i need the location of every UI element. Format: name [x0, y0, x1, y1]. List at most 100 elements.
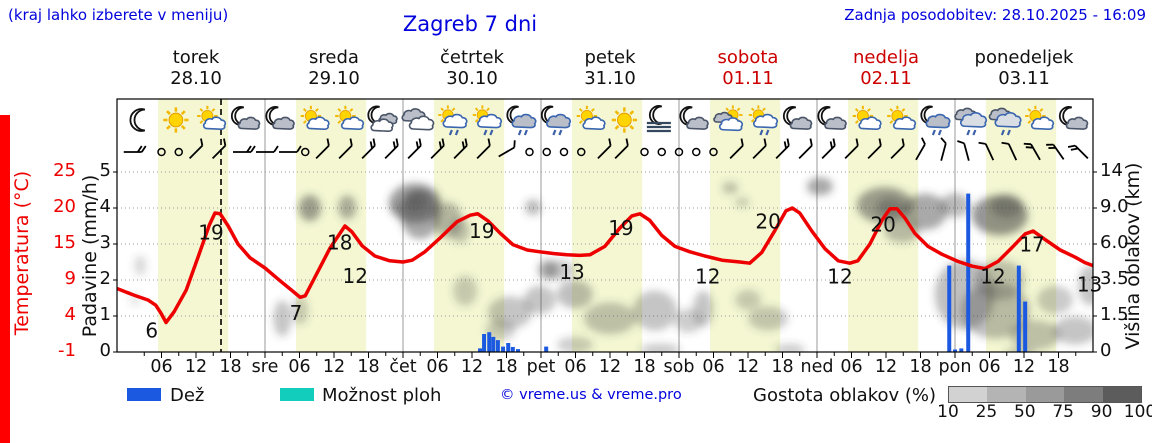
cloud-blob	[1037, 285, 1074, 314]
precip-tick-3: 3	[99, 232, 111, 253]
rain-bar	[1023, 301, 1028, 352]
day-date: 01.11	[722, 68, 774, 89]
weather-icon-moon-cloud	[1058, 106, 1089, 130]
weather-icon-moon-cloud	[230, 106, 261, 130]
cloud-blob	[556, 280, 593, 309]
rain-bars	[478, 193, 1028, 352]
hour-label: 12	[736, 357, 760, 377]
rain-bar	[478, 348, 483, 352]
day-date: 03.11	[998, 68, 1050, 89]
wind-barb	[542, 147, 551, 157]
wind-barb	[775, 138, 790, 160]
wind-barb	[692, 147, 701, 157]
precip-tick-1: 1	[99, 304, 111, 325]
weather-icon-sun	[611, 107, 637, 133]
day-header-sreda: sreda 29.10	[265, 47, 403, 89]
temperature-label: 12	[980, 264, 1005, 288]
density-segment	[949, 387, 988, 402]
wind-barb	[233, 145, 256, 153]
cloud-blob	[584, 302, 636, 335]
hour-label: 12	[598, 357, 622, 377]
temperature-label: 6	[145, 318, 158, 342]
day-date: 30.10	[446, 68, 498, 89]
hour-label: 06	[288, 357, 311, 377]
hour-label: 18	[633, 357, 656, 377]
day-name: sobota	[717, 47, 779, 68]
day-name: sreda	[309, 47, 359, 68]
day-name: petek	[584, 47, 636, 68]
wind-barb	[361, 138, 376, 160]
wind-barb	[890, 138, 905, 160]
wind-barb	[525, 147, 534, 157]
weather-icon-moon-cloud	[679, 106, 709, 130]
copyright-link[interactable]: © vreme.us & vreme.pro	[500, 387, 682, 403]
cloud-height-tick-0: 0	[1100, 340, 1112, 361]
wind-barb	[498, 140, 516, 158]
wind-barb	[188, 138, 204, 160]
showers-legend-swatch	[280, 388, 314, 401]
cloud-blob	[903, 193, 948, 230]
hour-label: 06	[426, 357, 449, 377]
density-tick-75: 75	[1052, 402, 1074, 422]
wind-barb	[577, 147, 586, 157]
wind-barb	[1046, 143, 1065, 160]
left-red-stripe	[0, 115, 10, 443]
wind-barb	[957, 140, 970, 161]
last-update-label: Zadnja posodobitev: 28.10.2025 - 16:09	[844, 6, 1146, 24]
hour-label: 06	[840, 357, 863, 377]
cloud-blob	[524, 199, 541, 216]
density-segment	[1025, 387, 1065, 402]
temperature-label: 19	[608, 216, 633, 240]
showers-legend-label: Možnost ploh	[322, 385, 442, 406]
weather-icon-moon-clouds	[367, 105, 398, 132]
wind-barb	[844, 138, 859, 160]
rain-bar	[953, 349, 957, 352]
wind-barb	[729, 138, 744, 160]
rain-bar	[959, 348, 964, 352]
wind-barb	[1001, 141, 1018, 161]
cloud-height-tick-9.0: 9.0	[1100, 196, 1129, 217]
day-name: torek	[172, 47, 220, 68]
cloud-height-tick-14: 14	[1100, 160, 1123, 181]
day-header-sobota: sobota 01.11	[679, 47, 817, 89]
wind-barb	[384, 138, 399, 160]
temperature-label: 20	[755, 210, 780, 234]
weather-icon-sun-cloud	[852, 105, 882, 130]
temp-tick-15: 15	[53, 232, 76, 253]
wind-barb	[978, 141, 995, 161]
cloud-blob	[806, 177, 833, 196]
temperature-label: 12	[827, 264, 852, 288]
day-header-nedelja: nedelja 02.11	[817, 47, 955, 89]
precip-tick-4: 4	[99, 196, 111, 217]
wind-barb	[915, 137, 926, 161]
cloud-blob	[735, 197, 750, 208]
density-segment	[987, 387, 1026, 402]
day-name: nedelja	[852, 47, 919, 68]
cloud-blob	[990, 193, 1023, 218]
wind-barb	[279, 145, 302, 153]
day-date: 02.11	[860, 68, 912, 89]
wind-barb	[476, 138, 491, 160]
cloud-blob	[544, 259, 575, 280]
weather-icon-sun-cloud-rain	[438, 105, 468, 136]
rain-bar	[516, 349, 520, 352]
hour-label: 18	[219, 357, 242, 377]
rain-bar	[544, 346, 549, 352]
cloud-blob	[974, 260, 1025, 300]
weather-icon-clouds-rain	[988, 107, 1022, 136]
cloud-density-scale	[948, 386, 1142, 403]
hour-label: 18	[495, 357, 518, 377]
rain-legend-swatch	[127, 388, 161, 401]
weather-icon-clouds	[401, 108, 435, 131]
rain-bar	[947, 265, 952, 352]
temperature-curve	[117, 206, 1093, 325]
day-abbrev-pet: pet	[526, 357, 556, 377]
wind-barb	[315, 138, 330, 160]
wind-barb	[614, 138, 629, 160]
hour-label: 12	[184, 357, 208, 377]
density-tick-90: 90	[1090, 402, 1113, 422]
axis-ticks	[113, 171, 1097, 358]
wind-barb	[640, 147, 649, 157]
cloud-blob	[134, 255, 147, 276]
